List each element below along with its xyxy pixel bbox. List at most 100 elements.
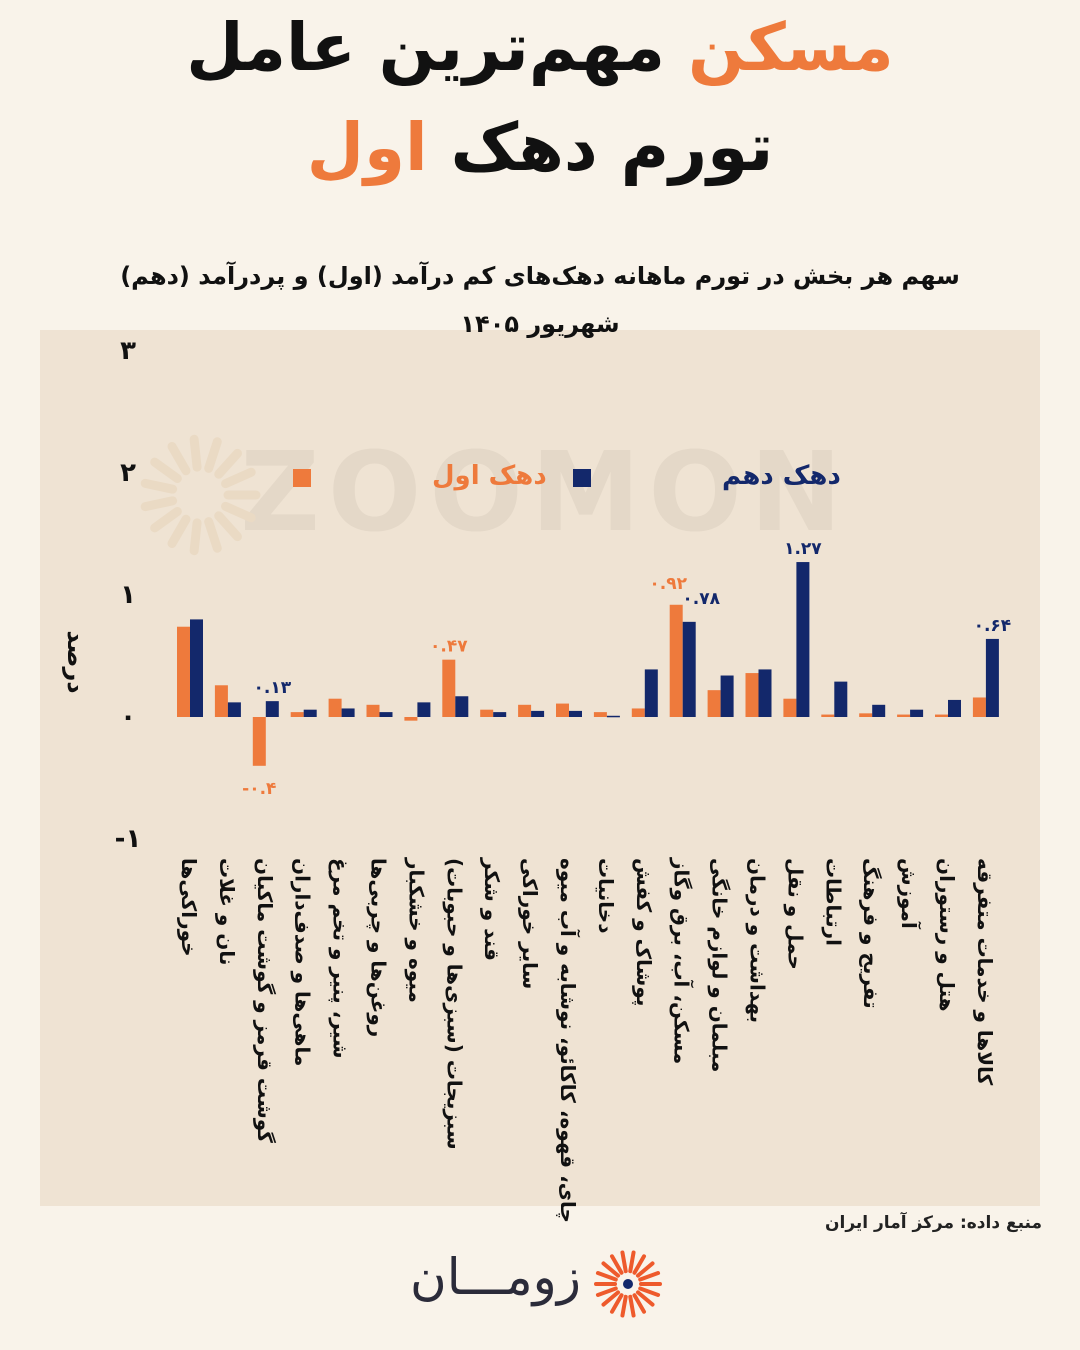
watermark: ZOOMON (240, 428, 850, 556)
x-tick-label: کالاها و خدمات متفرقه (973, 858, 997, 1086)
title-accent-housing: مسکن (688, 9, 894, 86)
title-line-2: تورم دهک اول (0, 108, 1080, 188)
bar-tenth-decile (265, 701, 279, 717)
title-rest-2: تورم دهک (450, 109, 774, 186)
bar-tenth-decile (493, 712, 507, 717)
bar-tenth-decile (455, 696, 469, 717)
y-tick-label: -۱ (115, 824, 142, 854)
y-tick-label: ۰ (120, 702, 136, 732)
bar-tenth-decile (227, 702, 241, 717)
data-label: ۱.۲۷ (784, 539, 822, 559)
bar-first-decile (821, 714, 835, 717)
x-tick-label: هتل و رستوران (935, 858, 959, 1012)
x-axis-labels: خوراکی‌ها نان و غلات گوشت قرمز و گوشت ماکی… (177, 857, 997, 1223)
chart-date: شهریور ۱۴۰۵ (460, 310, 620, 338)
bar-tenth-decile (417, 702, 431, 717)
brand-name: زومـــان (410, 1248, 581, 1306)
x-tick-label: سبزیجات (سبزی‌ها و حبوبات) (442, 858, 466, 1150)
bar-first-decile (631, 708, 645, 717)
data-label: -۰.۴ (242, 779, 276, 799)
bar-first-decile (972, 697, 986, 717)
bar-first-decile (745, 673, 759, 717)
bar-tenth-decile (644, 669, 658, 717)
x-tick-label: مبلمان و لوازم خانگی (708, 858, 732, 1072)
watermark-logo-icon (140, 434, 261, 556)
y-tick-label: ۱ (120, 580, 136, 610)
data-label: ۰.۷۸ (682, 589, 720, 609)
bar-first-decile (442, 659, 456, 717)
bar-tenth-decile (531, 710, 545, 717)
bar-tenth-decile (569, 710, 582, 717)
x-tick-label: پوشاک و کفش (631, 858, 656, 1006)
legend-swatch (293, 469, 311, 487)
bar-first-decile (897, 714, 911, 717)
x-tick-label: ماهی‌ها و صدف‌داران (291, 858, 315, 1066)
brand-logo: زومـــان (410, 1240, 670, 1320)
x-tick-label: چای، قهوه، کاکائو، نوشابه و آب میوه (555, 858, 581, 1223)
x-tick-label: حمل و نقل (783, 858, 807, 970)
x-tick-label: گوشت قرمز و گوشت ماکیان (253, 858, 277, 1143)
legend-label: دهک دهم (722, 461, 841, 491)
x-tick-label: میوه و خشکبار (404, 857, 428, 1003)
chart-subtitle: سهم هر بخش در تورم ماهانه دهک‌های کم درآ… (120, 262, 960, 290)
bar-first-decile (556, 703, 569, 717)
bar-tenth-decile (720, 675, 734, 717)
bar-first-decile (518, 704, 532, 717)
bar-first-decile (707, 690, 721, 717)
legend-swatch (573, 469, 591, 487)
y-tick-label: ۲ (120, 458, 136, 488)
data-labels: -۰.۴ ۰.۴۷ ۰.۹۲ ۰.۱۳ ۰.۷۸ ۱.۲۷ ۰.۶۴ (242, 539, 1011, 799)
data-label: ۰.۹۲ (649, 574, 687, 594)
x-tick-label: سایر خوراکی (518, 858, 542, 989)
bar-tenth-decile (190, 619, 203, 717)
x-tick-label: نان و غلات (215, 858, 239, 965)
bar-first-decile (252, 717, 266, 766)
bar-first-decile (366, 704, 380, 717)
title-line-1: مسکن مهم‌ترین عامل (0, 8, 1080, 88)
bar-first-decile (214, 685, 228, 717)
data-label: ۰.۶۴ (974, 616, 1012, 636)
bar-first-decile (404, 717, 418, 721)
bar-first-decile (328, 698, 342, 717)
title-rest-1: مهم‌ترین عامل (186, 9, 666, 86)
bar-tenth-decile (834, 681, 848, 717)
x-tick-label: بهداشت و درمان (746, 858, 770, 1023)
x-tick-label: روغن‌ها و چربی‌ها (366, 858, 391, 1037)
x-tick-label: مسکن، آب، برق وگاز (670, 857, 695, 1064)
bar-tenth-decile (379, 712, 393, 717)
x-tick-label: شیر، پنیر و تخم مرغ (328, 858, 353, 1059)
bar-tenth-decile (872, 704, 886, 717)
bar-first-decile (480, 709, 494, 717)
bar-first-decile (935, 714, 948, 717)
legend: دهک دهم دهک اول (293, 461, 841, 491)
data-label: ۰.۱۳ (254, 678, 292, 698)
bar-first-decile (669, 604, 683, 717)
x-tick-label: دخانیات (594, 858, 618, 933)
data-source: منبع داده: مرکز آمار ایران (824, 1213, 1042, 1233)
bar-tenth-decile (758, 669, 772, 717)
bar-tenth-decile (948, 699, 961, 717)
sunburst-logo-icon (594, 1250, 662, 1318)
bar-first-decile (783, 698, 797, 717)
x-tick-label: تفریح و فرهنگ (859, 858, 883, 1009)
bar-first-decile (290, 712, 304, 717)
x-tick-label: قند و شکر (480, 857, 504, 961)
legend-label: دهک اول (432, 461, 547, 491)
bars (177, 562, 999, 766)
bar-first-decile (177, 626, 190, 717)
data-label: ۰.۴۷ (430, 637, 468, 657)
x-tick-label: ارتباطات (821, 858, 845, 946)
bar-tenth-decile (682, 621, 696, 717)
bar-tenth-decile (303, 709, 317, 717)
y-axis-title: درصد (62, 630, 90, 693)
bar-first-decile (859, 713, 873, 717)
chart-area (40, 330, 1040, 1206)
bar-tenth-decile (910, 709, 924, 717)
bar-tenth-decile (796, 562, 810, 717)
bar-tenth-decile (985, 638, 999, 717)
x-tick-label: خوراکی‌ها (177, 858, 201, 957)
bar-first-decile (593, 712, 607, 717)
x-tick-label: آموزش (897, 858, 922, 930)
y-tick-label: ۳ (120, 336, 136, 366)
